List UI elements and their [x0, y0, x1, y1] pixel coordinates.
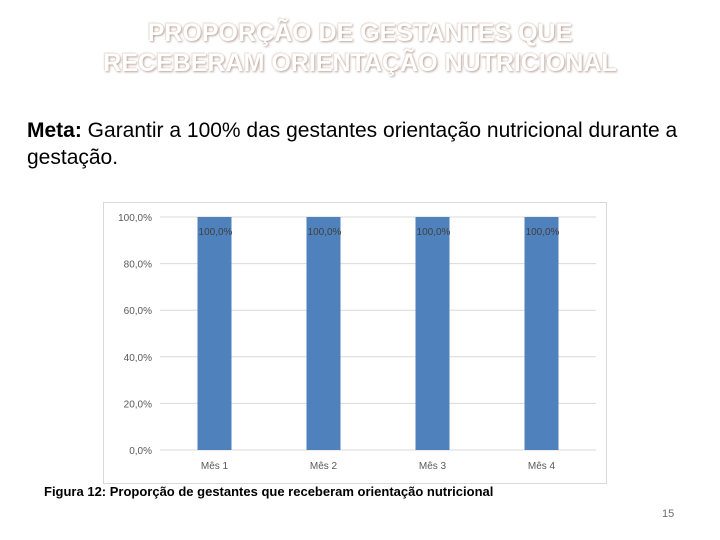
goal-label: Meta: — [27, 119, 82, 142]
data-label: 100,0% — [199, 227, 233, 238]
slide-title-line-1: PROPORÇÃO DE GESTANTES QUE — [147, 19, 573, 47]
bar — [415, 217, 450, 450]
bar-chart-svg: 0,0% 20,0% 40,0% 60,0% 80,0% 100,0% 100,0% Mês … — [118, 213, 596, 472]
data-label: 100,0% — [308, 227, 342, 238]
x-tick-label: Mês 4 — [528, 461, 556, 472]
goal-statement: Meta: Garantir a 100% das gestantes orie… — [27, 117, 707, 171]
bar — [306, 217, 341, 450]
data-label: 100,0% — [417, 227, 451, 238]
y-tick-label: 20,0% — [124, 399, 152, 410]
goal-text: Garantir a 100% das gestantes orientação… — [27, 119, 678, 169]
page-number: 15 — [662, 508, 675, 520]
data-label: 100,0% — [526, 227, 560, 238]
y-tick-label: 80,0% — [124, 260, 152, 271]
x-tick-label: Mês 2 — [310, 461, 338, 472]
bar — [524, 217, 559, 450]
bar — [197, 217, 232, 450]
y-tick-label: 60,0% — [124, 306, 152, 317]
y-tick-label: 40,0% — [124, 353, 152, 364]
figure-caption: Figura 12: Proporção de gestantes que re… — [44, 484, 494, 499]
y-tick-label: 0,0% — [129, 446, 152, 457]
slide-title-line-2: RECEBERAM ORIENTAÇÃO NUTRICIONAL — [103, 49, 617, 77]
x-tick-label: Mês 3 — [419, 461, 447, 472]
y-tick-label: 100,0% — [118, 213, 152, 224]
x-tick-label: Mês 1 — [201, 461, 229, 472]
slide-title: PROPORÇÃO DE GESTANTES QUE RECEBERAM ORI… — [0, 18, 720, 78]
bar-chart: 0,0% 20,0% 40,0% 60,0% 80,0% 100,0% 100,0% Mês … — [103, 202, 607, 484]
